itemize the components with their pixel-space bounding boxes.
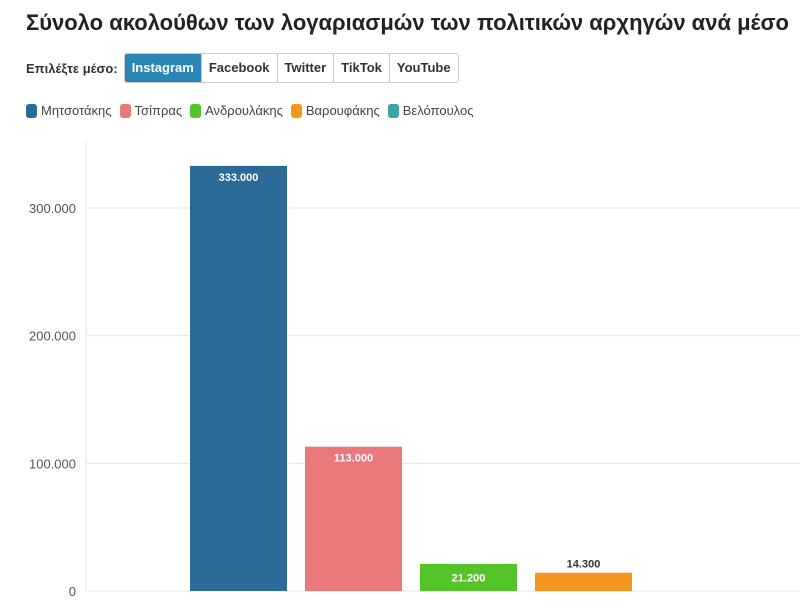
legend-label: Μητσοτάκης [41,103,112,118]
bar-value-label: 113.000 [334,453,373,465]
media-button-group: Instagram Facebook Twitter TikTok YouTub… [123,53,459,83]
chart-legend: Μητσοτάκης Τσίπρας Ανδρουλάκης Βαρουφάκη… [26,103,481,118]
bar [535,572,632,591]
legend-label: Βαρουφάκης [305,103,380,118]
bar [305,446,402,591]
bar-value-label: 333.000 [219,172,259,184]
legend-swatch [119,103,131,118]
legend-label: Βελόπουλος [402,103,474,118]
legend-swatch [26,103,37,118]
bar-value-label: 21.200 [452,572,486,584]
y-tick-label: 200.000 [29,329,76,344]
legend-item-androulakis[interactable]: Ανδρουλάκης [190,103,283,118]
bar [190,165,287,591]
legend-item-velopoulos[interactable]: Βελόπουλος [387,103,474,118]
y-tick-label: 300.000 [29,201,76,216]
legend-swatch [387,103,399,118]
legend-item-mitsotakis[interactable]: Μητσοτάκης [26,103,112,118]
media-button-facebook[interactable]: Facebook [200,54,277,82]
y-tick-label: 100.000 [29,456,76,471]
legend-swatch [190,103,202,118]
bar-value-label: 14.300 [567,559,601,571]
legend-swatch [290,103,302,118]
media-selector: Επιλέξτε μέσο: Instagram Facebook Twitte… [26,53,459,83]
media-selector-label: Επιλέξτε μέσο: [26,60,118,76]
legend-item-tsipras[interactable]: Τσίπρας [119,103,183,118]
media-button-twitter[interactable]: Twitter [276,54,334,82]
chart-title: Σύνολο ακολούθων των λογαριασμών των πολ… [26,10,789,35]
media-button-tiktok[interactable]: TikTok [333,54,389,82]
bar [420,563,517,591]
y-tick-label: 0 [69,584,76,599]
media-button-youtube[interactable]: YouTube [388,54,458,82]
media-button-instagram[interactable]: Instagram [124,54,201,82]
legend-label: Τσίπρας [134,103,183,118]
legend-item-varoufakis[interactable]: Βαρουφάκης [290,103,380,118]
legend-label: Ανδρουλάκης [205,103,283,118]
